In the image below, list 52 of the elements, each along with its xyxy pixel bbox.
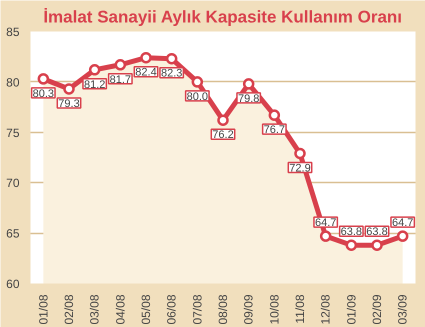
x-tick-label: 11/08 [293, 294, 307, 324]
x-tick-label: 12/08 [318, 294, 333, 325]
y-tick-label: 85 [6, 25, 20, 39]
data-label: 72.9 [289, 162, 311, 174]
point [371, 239, 383, 251]
point [88, 64, 100, 76]
x-tick-label: 09/09 [242, 294, 256, 325]
data-label: 76.7 [264, 124, 286, 136]
data-label: 64.7 [314, 217, 336, 230]
x-tick-label: 06/08 [164, 294, 179, 325]
x-tick-label: 02/09 [370, 294, 384, 325]
chart-title: İmalat Sanayii Aylık Kapasite Kullanım Oranı [43, 8, 402, 26]
point [294, 148, 306, 160]
point [217, 114, 229, 126]
y-tick-label: 75 [6, 126, 20, 140]
point [320, 230, 332, 242]
x-tick-label: 02/08 [62, 294, 76, 325]
x-tick-label: 03/09 [396, 294, 410, 325]
data-label: 63.8 [366, 226, 388, 238]
data-label: 81.2 [84, 78, 106, 91]
point [192, 76, 204, 88]
x-tick-label: 07/08 [190, 294, 204, 325]
data-label: 80.0 [186, 90, 208, 103]
point [268, 109, 280, 121]
data-label: 79.8 [238, 92, 260, 105]
x-tick-label: 01/09 [344, 294, 358, 325]
point [166, 52, 178, 64]
x-tick-label: 08/08 [216, 294, 230, 325]
y-tick-label: 60 [6, 277, 20, 291]
data-label: 79.3 [58, 98, 80, 110]
point [346, 239, 358, 251]
y-tick-label: 80 [6, 75, 20, 90]
x-tick-label: 04/08 [113, 294, 128, 325]
point [242, 78, 254, 90]
data-label: 81.7 [110, 74, 132, 86]
point [396, 230, 408, 242]
point [63, 83, 75, 95]
x-tick-label: 05/08 [139, 294, 153, 325]
data-label: 64.7 [392, 217, 414, 230]
data-label: 82.3 [160, 68, 182, 80]
point [140, 52, 152, 64]
data-label: 76.2 [212, 129, 234, 142]
data-label: 80.3 [32, 88, 54, 100]
x-tick-label: 01/08 [36, 294, 50, 325]
point [38, 73, 50, 85]
data-label: 63.8 [340, 226, 362, 238]
x-tick-label: 03/08 [88, 294, 102, 325]
point [114, 59, 126, 71]
y-tick-label: 70 [6, 176, 20, 190]
x-tick-label: 10/08 [267, 294, 282, 325]
y-tick-label: 65 [6, 226, 20, 241]
data-label: 82.4 [135, 66, 157, 79]
